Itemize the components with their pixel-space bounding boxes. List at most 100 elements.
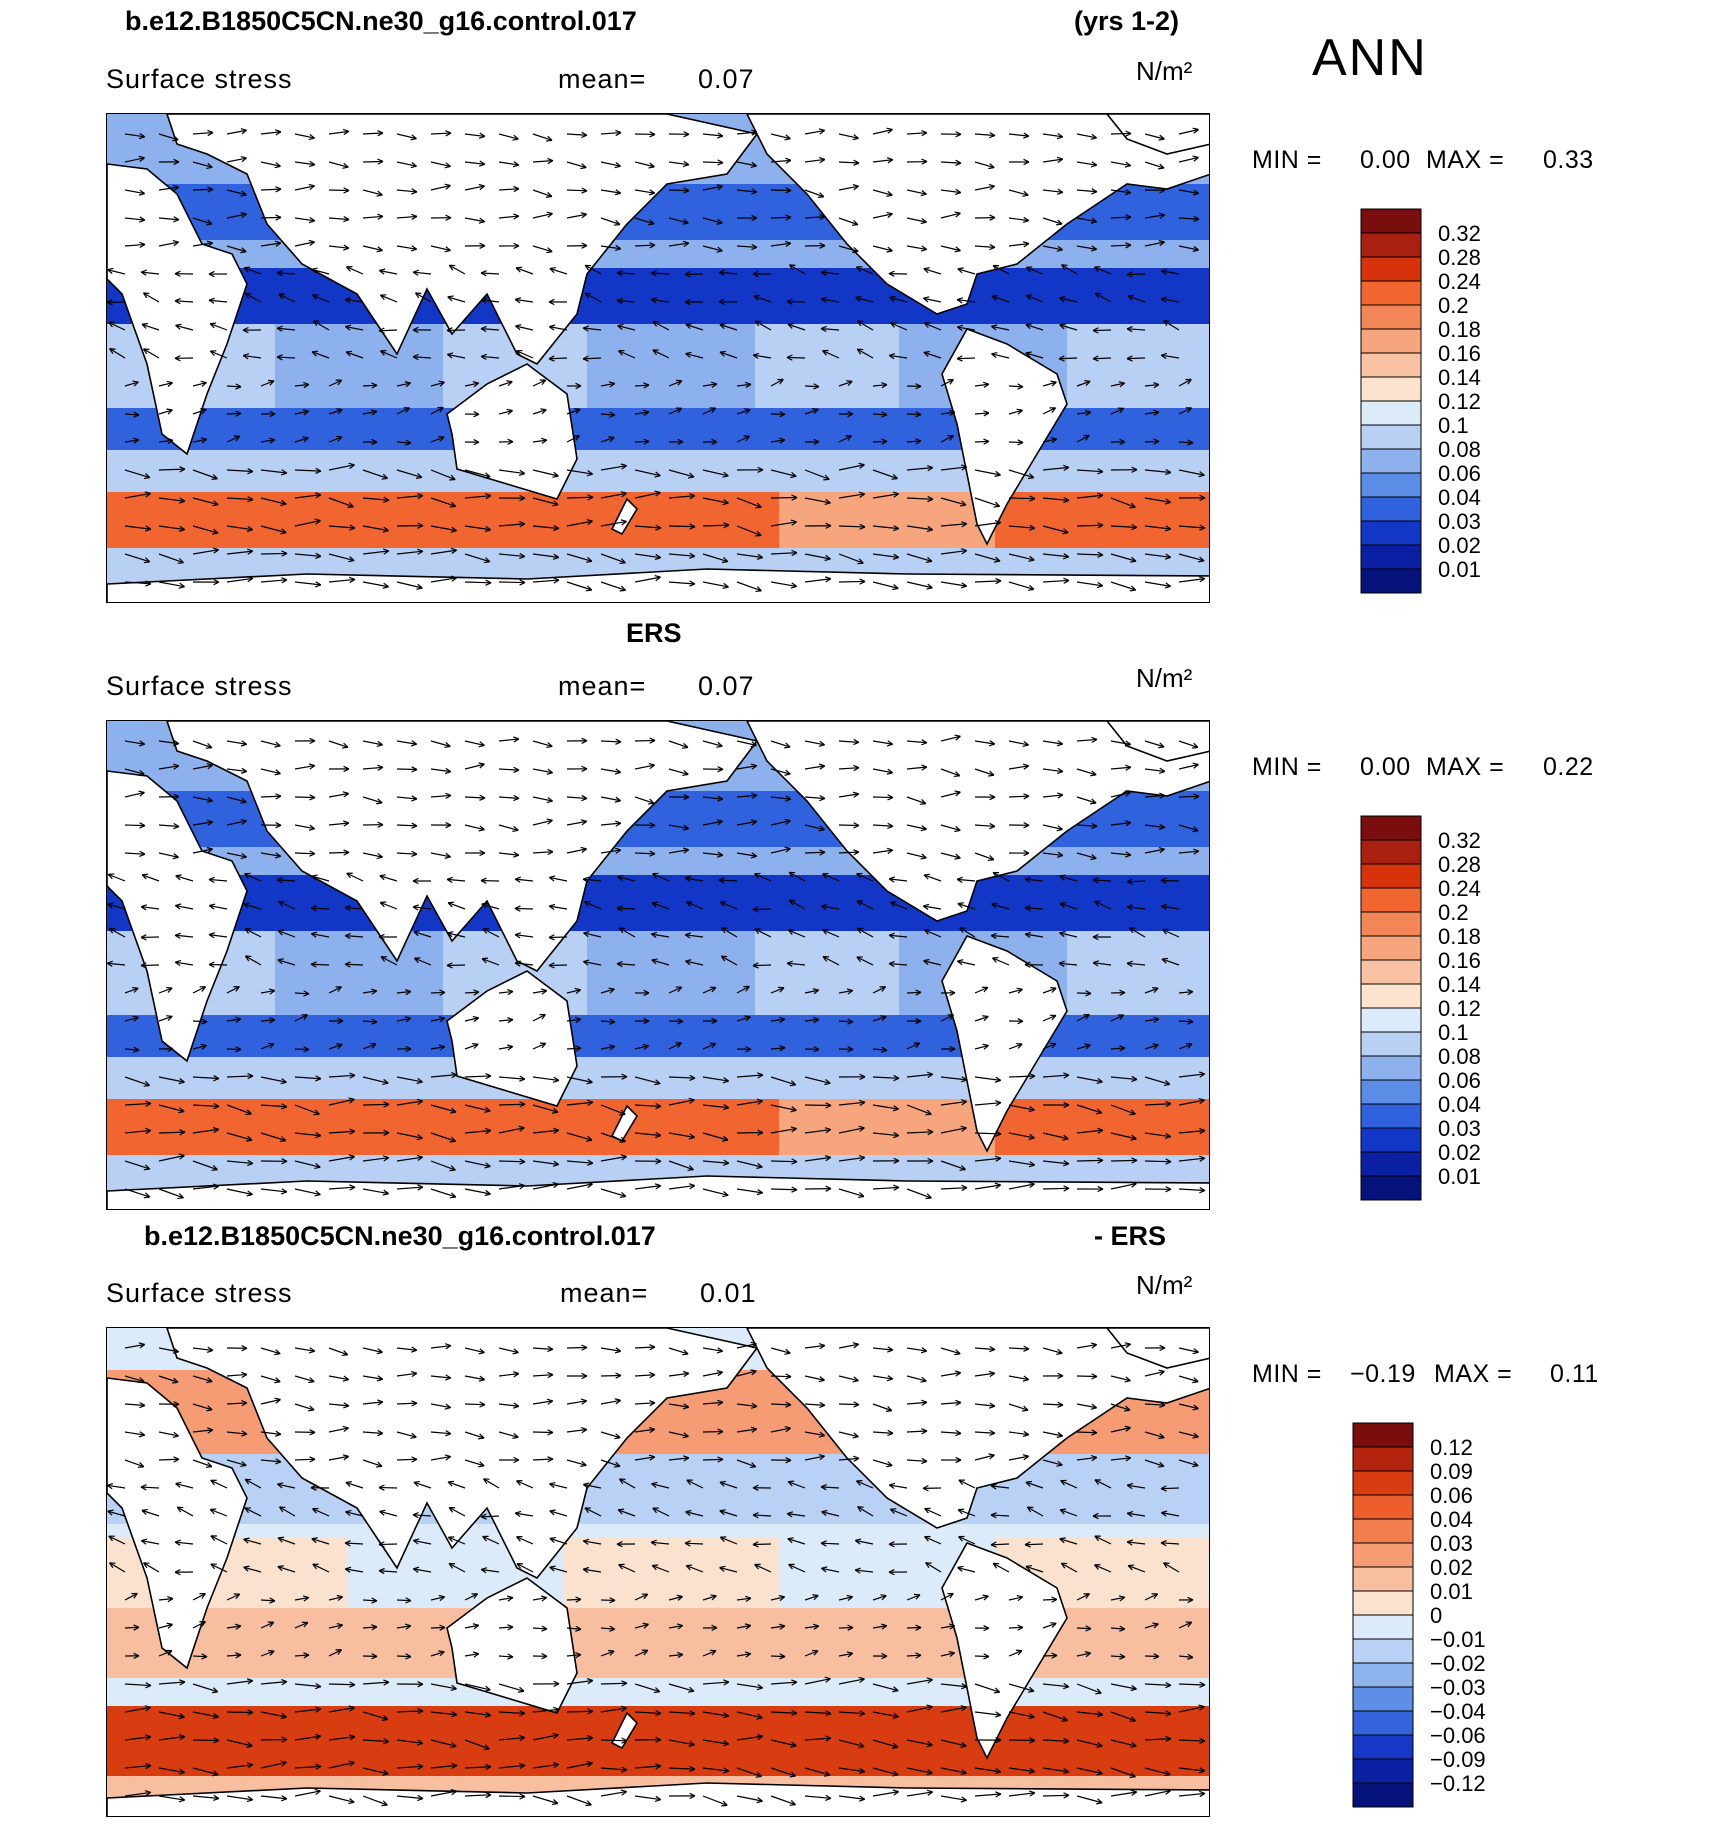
stress-vectors	[107, 1341, 1206, 1807]
mean-label: mean=	[560, 1278, 649, 1308]
colorbar-tick-label: 0.32	[1438, 828, 1481, 853]
colorbar-tick-label: 0.16	[1438, 341, 1481, 366]
colorbar-tick-label: −0.09	[1430, 1747, 1486, 1772]
colorbar-tick-label: 0.08	[1438, 1044, 1481, 1069]
colorbar-tick-label: 0.06	[1430, 1483, 1473, 1508]
stress-vectors	[107, 127, 1206, 593]
mean-value: 0.07	[698, 64, 755, 94]
colorbar-swatch	[1352, 1590, 1414, 1616]
colorbar-swatch	[1352, 1734, 1414, 1760]
colorbar-tick-label: 0.01	[1438, 557, 1481, 582]
colorbar-swatch	[1360, 352, 1422, 378]
colorbar-tick-label: 0.12	[1430, 1435, 1473, 1460]
colorbar-tick-label: 0.09	[1430, 1459, 1473, 1484]
colorbar-swatch	[1352, 1638, 1414, 1664]
colorbar-swatch	[1352, 1686, 1414, 1712]
colorbar-swatch	[1352, 1446, 1414, 1472]
colorbar-tick-label: 0.08	[1438, 437, 1481, 462]
mean-value: 0.01	[700, 1278, 757, 1308]
colorbar-swatch	[1360, 280, 1422, 306]
colorbar-swatch	[1360, 935, 1422, 961]
map-canvas	[107, 721, 1209, 1209]
colorbar-swatch	[1360, 1103, 1422, 1129]
colorbar-swatch	[1352, 1494, 1414, 1520]
colorbar-tick-label: 0.04	[1438, 1092, 1481, 1117]
colorbar-tick-label: −0.06	[1430, 1723, 1486, 1748]
min-value: 0.00	[1360, 146, 1411, 174]
colorbar-swatch	[1352, 1710, 1414, 1736]
colorbar-tick-label: 0.12	[1438, 996, 1481, 1021]
colorbar-tick-label: 0.2	[1438, 293, 1469, 318]
colorbar-tick-label: 0.24	[1438, 269, 1481, 294]
mean-label: mean=	[558, 671, 647, 701]
colorbar-tick-label: 0.24	[1438, 876, 1481, 901]
colorbar-swatch	[1360, 1175, 1422, 1201]
colorbar-tick-label: 0.03	[1430, 1531, 1473, 1556]
colorbar-swatch	[1360, 983, 1422, 1009]
colorbar-tick-label: 0.02	[1430, 1555, 1473, 1580]
season-label: ANN	[1312, 29, 1428, 87]
colorbar-tick-label: 0.03	[1438, 509, 1481, 534]
colorbar-tick-label: −0.04	[1430, 1699, 1486, 1724]
colorbar-tick-label: 0.18	[1438, 317, 1481, 342]
colorbar-swatch	[1360, 448, 1422, 474]
continent-outlines	[107, 114, 1209, 602]
stress-vectors	[107, 734, 1206, 1200]
colorbar-tick-label: 0.2	[1438, 900, 1469, 925]
colorbar-swatch	[1352, 1662, 1414, 1688]
panel-title-left: b.e12.B1850C5CN.ne30_g16.control.017	[144, 1221, 656, 1251]
colorbar-tick-label: 0.14	[1438, 972, 1481, 997]
colorbar-model: 0.32 0.28 0.24 0.2 0.18 0.16 0.14 0.12 0.1 0.08 0.…	[1360, 208, 1540, 596]
min-label: MIN =	[1252, 146, 1322, 174]
colorbar-swatch	[1360, 568, 1422, 594]
colorbar-swatch	[1352, 1758, 1414, 1784]
colorbar-swatch	[1352, 1470, 1414, 1496]
colorbar-swatch	[1360, 863, 1422, 889]
colorbar-swatch	[1360, 376, 1422, 402]
colorbar-swatch	[1360, 232, 1422, 258]
surface-stress-map-difference	[106, 1327, 1210, 1817]
colorbar-tick-label: 0.01	[1430, 1579, 1473, 1604]
continent-outlines	[107, 721, 1209, 1209]
colorbar-tick-label: 0.01	[1438, 1164, 1481, 1189]
colorbar-tick-label: 0.02	[1438, 533, 1481, 558]
colorbar-swatch	[1352, 1566, 1414, 1592]
units-label: N/m²	[1136, 1270, 1193, 1300]
colorbar-swatch	[1360, 1055, 1422, 1081]
colorbar-tick-label: 0.1	[1438, 413, 1469, 438]
colorbar-swatch	[1360, 1007, 1422, 1033]
panel-title-center: ERS	[626, 618, 682, 648]
colorbar-tick-label: 0	[1430, 1603, 1442, 1628]
colorbar-swatch	[1352, 1518, 1414, 1544]
colorbar-swatch	[1360, 887, 1422, 913]
min-label: MIN =	[1252, 753, 1322, 781]
units-label: N/m²	[1136, 663, 1193, 693]
colorbar-swatch	[1360, 496, 1422, 522]
colorbar-swatch	[1360, 472, 1422, 498]
map-canvas	[107, 1328, 1209, 1816]
surface-stress-map-model	[106, 113, 1210, 603]
colorbar-tick-label: 0.32	[1438, 221, 1481, 246]
colorbar-swatch	[1360, 839, 1422, 865]
mean-value: 0.07	[698, 671, 755, 701]
max-label: MAX =	[1434, 1360, 1513, 1388]
max-value: 0.33	[1543, 146, 1594, 174]
colorbar-tick-label: −0.02	[1430, 1651, 1486, 1676]
colorbar-tick-label: 0.12	[1438, 389, 1481, 414]
mean-label: mean=	[558, 64, 647, 94]
units-label: N/m²	[1136, 56, 1193, 86]
variable-label: Surface stress	[106, 64, 293, 94]
colorbar-ers: 0.32 0.28 0.24 0.2 0.18 0.16 0.14 0.12 0.1 0.08 0.…	[1360, 815, 1540, 1203]
colorbar-tick-label: 0.06	[1438, 1068, 1481, 1093]
colorbar-swatch	[1352, 1782, 1414, 1808]
colorbar-tick-label: −0.12	[1430, 1771, 1486, 1796]
max-label: MAX =	[1426, 146, 1505, 174]
colorbar-swatch	[1360, 400, 1422, 426]
colorbar-tick-label: 0.04	[1430, 1507, 1473, 1532]
colorbar-swatch	[1352, 1614, 1414, 1640]
map-canvas	[107, 114, 1209, 602]
colorbar-swatch	[1360, 1127, 1422, 1153]
colorbar-swatch	[1360, 328, 1422, 354]
max-value: 0.22	[1543, 753, 1594, 781]
colorbar-tick-label: 0.1	[1438, 1020, 1469, 1045]
